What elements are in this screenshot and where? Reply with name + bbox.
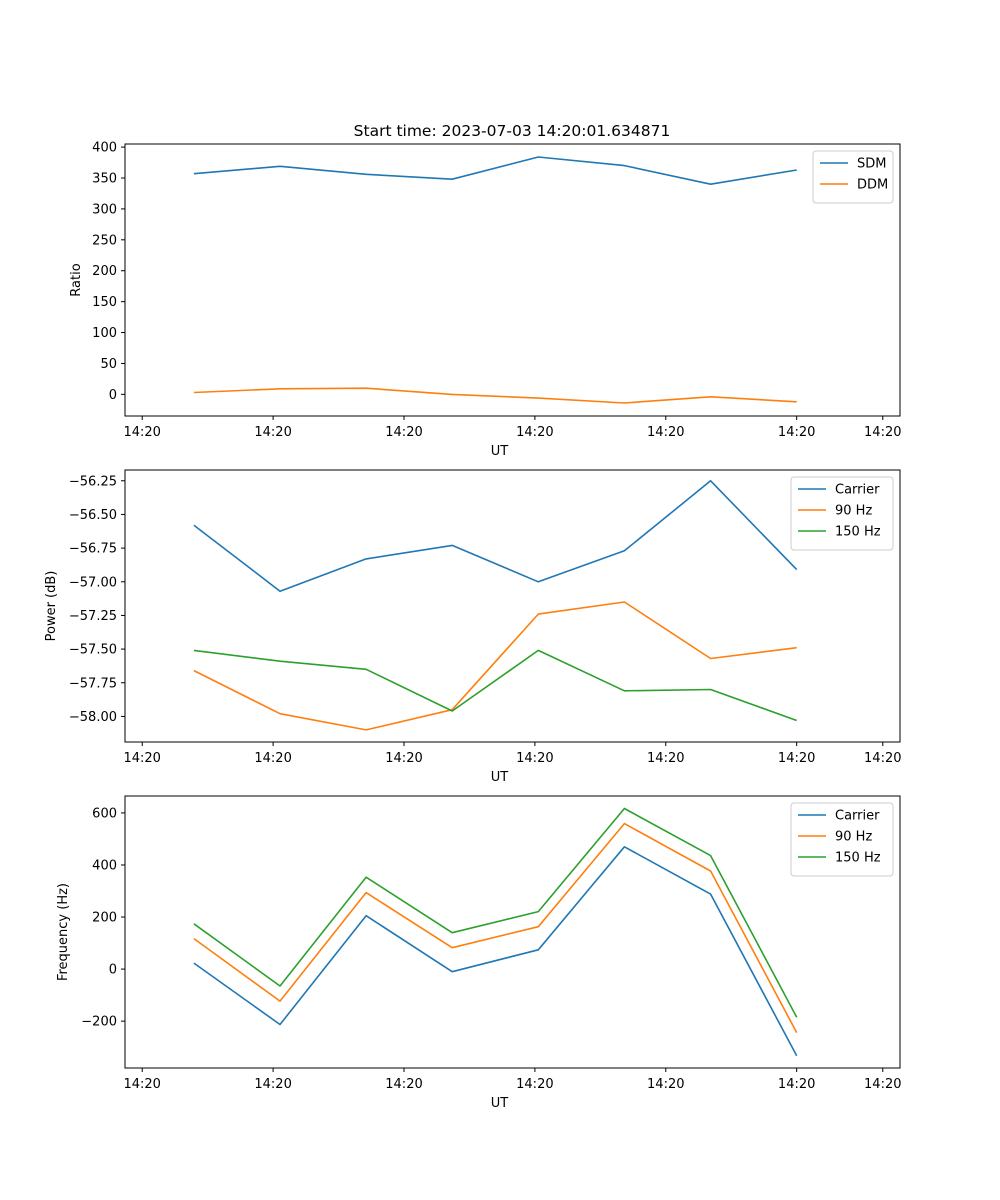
x-tick-label: 14:20 xyxy=(254,1077,291,1092)
y-tick-label: 350 xyxy=(92,172,117,187)
series-line-90-hz xyxy=(193,601,797,731)
x-axis-label: UT xyxy=(491,1096,509,1111)
y-tick-label: 150 xyxy=(92,295,117,310)
y-tick-label: −200 xyxy=(81,1015,117,1030)
x-tick-label: 14:20 xyxy=(864,751,901,766)
x-tick-label: 14:20 xyxy=(516,425,553,440)
panel-2: 14:20 14:20 14:20 14:20 14:20 14:20 14:20 −58.0… xyxy=(44,469,902,785)
y-tick-label: 300 xyxy=(92,202,117,217)
legend-label: 150 Hz xyxy=(835,851,881,866)
x-axis-label: UT xyxy=(491,444,509,459)
y-tick-label: 200 xyxy=(92,264,117,279)
legend: Carrier 90 Hz 150 Hz xyxy=(790,476,894,551)
x-tick-label: 14:20 xyxy=(647,751,684,766)
y-axis-label: Power (dB) xyxy=(44,571,59,642)
x-tick-label: 14:20 xyxy=(778,751,815,766)
y-tick-label: 0 xyxy=(109,963,117,978)
legend-label: Carrier xyxy=(835,809,880,824)
y-tick-label: −57.00 xyxy=(69,575,117,590)
legend-label: DDM xyxy=(857,178,888,193)
x-tick-label: 14:20 xyxy=(254,425,291,440)
x-tick-label: 14:20 xyxy=(385,751,422,766)
x-tick-label: 14:20 xyxy=(516,751,553,766)
series-line-carrier xyxy=(193,845,798,1057)
legend: Carrier 90 Hz 150 Hz xyxy=(790,802,894,877)
figure-title: Start time: 2023-07-03 14:20:01.634871 xyxy=(354,122,671,140)
series-line-sdm xyxy=(193,156,797,185)
y-tick-label: 250 xyxy=(92,233,117,248)
y-tick-label: −57.75 xyxy=(69,676,117,691)
x-tick-label: 14:20 xyxy=(123,425,160,440)
plot-frame xyxy=(124,469,901,743)
series-line-ddm xyxy=(193,387,797,404)
legend-label: 90 Hz xyxy=(835,830,872,845)
x-tick-label: 14:20 xyxy=(123,751,160,766)
y-tick-label: −57.50 xyxy=(69,643,117,658)
x-tick-label: 14:20 xyxy=(864,1077,901,1092)
legend: SDM DDM xyxy=(812,150,894,204)
y-tick-label: −56.50 xyxy=(69,508,117,523)
legend-label: Carrier xyxy=(835,483,880,498)
y-axis-label: Frequency (Hz) xyxy=(56,883,71,981)
y-tick-label: −56.75 xyxy=(69,542,117,557)
panel-1: 14:20 14:20 14:20 14:20 14:20 14:20 14:20 0 50 10… xyxy=(69,141,902,459)
x-tick-label: 14:20 xyxy=(385,425,422,440)
x-tick-label: 14:20 xyxy=(778,1077,815,1092)
panel-3: 14:20 14:20 14:20 14:20 14:20 14:20 14:20 −200 0… xyxy=(56,795,902,1111)
plot-frame xyxy=(124,143,901,417)
y-tick-label: 400 xyxy=(92,858,117,873)
series-line-150-hz xyxy=(193,649,797,722)
legend-label: 150 Hz xyxy=(835,525,881,540)
x-tick-label: 14:20 xyxy=(516,1077,553,1092)
panels: 14:20 14:20 14:20 14:20 14:20 14:20 14:20 0 50 10… xyxy=(44,141,902,1111)
y-tick-label: 400 xyxy=(92,141,117,156)
y-tick-label: −58.00 xyxy=(69,710,117,725)
y-tick-label: 200 xyxy=(92,911,117,926)
y-tick-label: −57.25 xyxy=(69,609,117,624)
x-axis-label: UT xyxy=(491,770,509,785)
x-tick-label: 14:20 xyxy=(778,425,815,440)
legend-label: 90 Hz xyxy=(835,504,872,519)
x-tick-label: 14:20 xyxy=(647,425,684,440)
y-tick-label: 0 xyxy=(109,388,117,403)
y-tick-label: 50 xyxy=(100,357,117,372)
series-line-90-hz xyxy=(193,822,798,1033)
x-tick-label: 14:20 xyxy=(385,1077,422,1092)
legend-box xyxy=(812,150,894,204)
plot-frame xyxy=(124,795,901,1069)
x-tick-label: 14:20 xyxy=(864,425,901,440)
y-axis-label: Ratio xyxy=(69,263,84,296)
x-tick-label: 14:20 xyxy=(647,1077,684,1092)
series-line-150-hz xyxy=(193,807,798,1018)
y-tick-label: 100 xyxy=(92,326,117,341)
y-tick-label: −56.25 xyxy=(69,474,117,489)
series-line-carrier xyxy=(193,479,798,593)
y-tick-label: 600 xyxy=(92,806,117,821)
legend-label: SDM xyxy=(857,157,886,172)
x-tick-label: 14:20 xyxy=(123,1077,160,1092)
x-tick-label: 14:20 xyxy=(254,751,291,766)
